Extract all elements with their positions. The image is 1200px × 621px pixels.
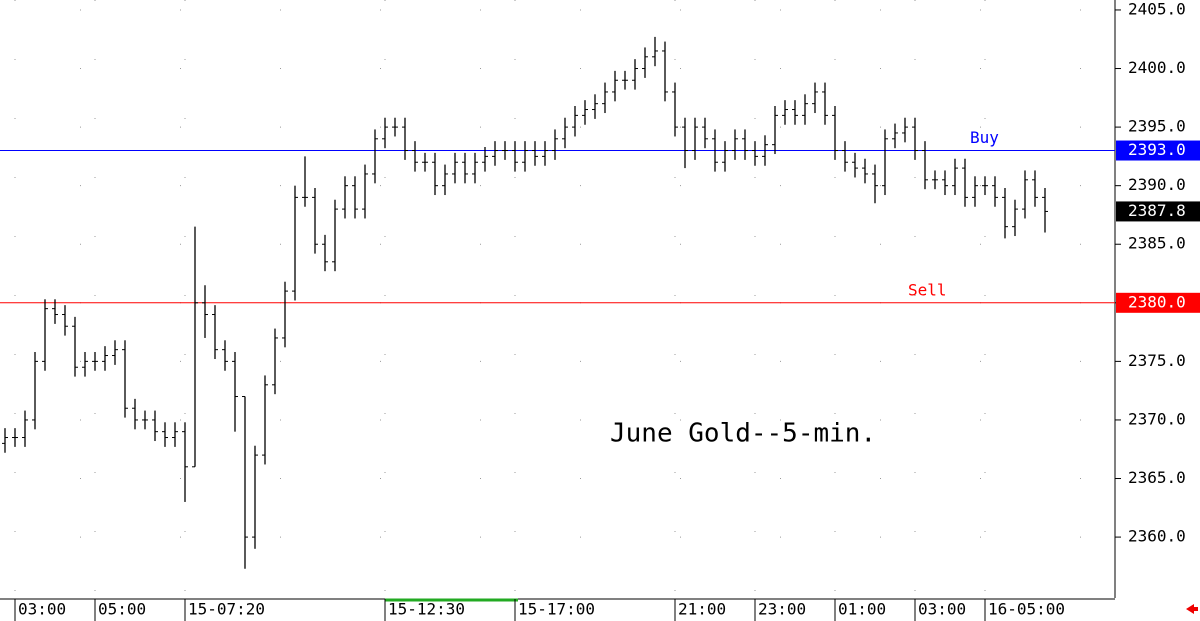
y-tick-label: 2405.0: [1128, 0, 1186, 18]
y-tick-label: 2395.0: [1128, 117, 1186, 136]
last-price-box: [1116, 201, 1200, 222]
x-tick-label: 01:00: [838, 600, 886, 619]
y-tick-label: 2390.0: [1128, 175, 1186, 194]
level-price-box: [1116, 292, 1200, 313]
y-tick-label: 2360.0: [1128, 527, 1186, 546]
y-tick-label: 2370.0: [1128, 409, 1186, 428]
level-price-label: 2380.0: [1128, 292, 1186, 311]
x-tick-label: 16-05:00: [988, 600, 1065, 619]
x-tick-label: 03:00: [918, 600, 966, 619]
x-tick-label: 23:00: [758, 600, 806, 619]
last-price-label: 2387.8: [1128, 201, 1186, 220]
x-tick-label: 15-12:30: [388, 600, 465, 619]
x-tick-label: 15-17:00: [518, 600, 595, 619]
level-name: Sell: [908, 280, 947, 299]
scroll-arrow[interactable]: [1186, 604, 1198, 614]
level-price-box: [1116, 140, 1200, 161]
x-tick-label: 03:00: [18, 600, 66, 619]
y-tick-label: 2385.0: [1128, 234, 1186, 253]
x-tick-label: 05:00: [98, 600, 146, 619]
y-tick-label: 2365.0: [1128, 468, 1186, 487]
level-price-label: 2393.0: [1128, 140, 1186, 159]
y-tick-label: 2375.0: [1128, 351, 1186, 370]
level-name: Buy: [970, 128, 999, 147]
y-tick-label: 2400.0: [1128, 58, 1186, 77]
x-tick-label: 15-07:20: [188, 600, 265, 619]
annotation: June Gold--5-min.: [610, 419, 876, 449]
x-tick-label: 21:00: [678, 600, 726, 619]
